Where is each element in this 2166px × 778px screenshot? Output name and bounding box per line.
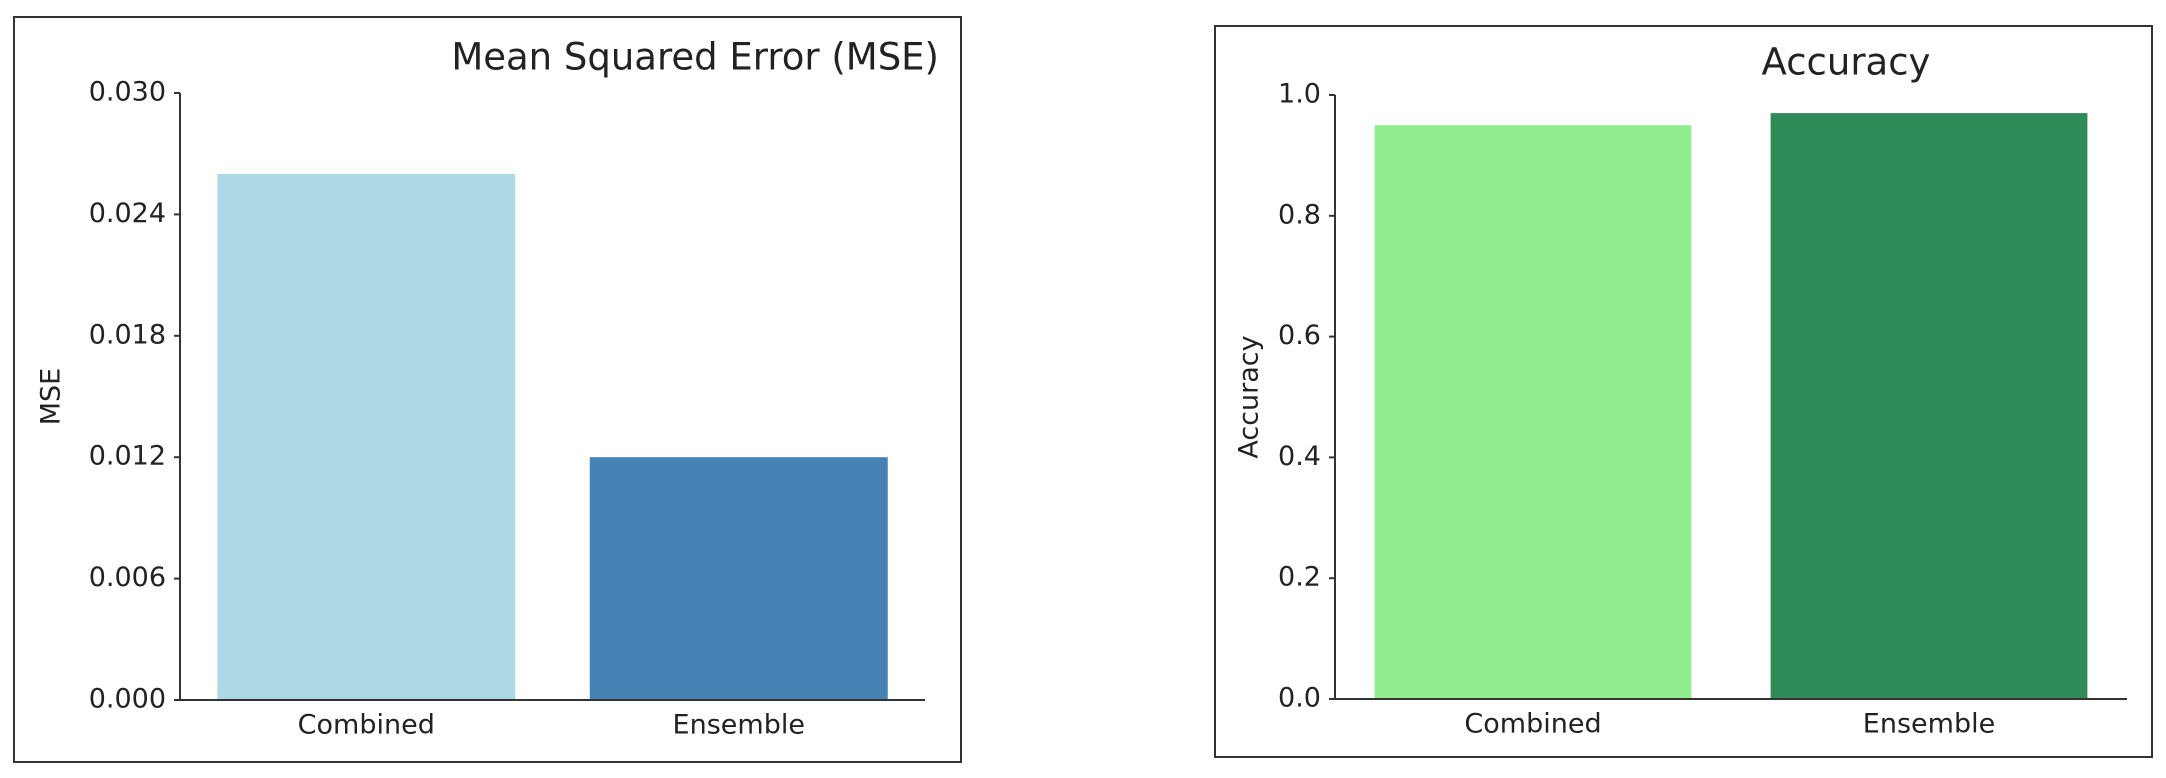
chart-frame	[13, 16, 962, 763]
y-tick-label: 0.024	[89, 198, 166, 229]
chart-title: Mean Squared Error (MSE)	[451, 36, 939, 79]
y-tick-label: 0.012	[89, 441, 166, 472]
y-tick-label: 1.0	[1278, 79, 1321, 110]
y-tick-label: 0.8	[1278, 199, 1321, 230]
y-tick-label: 0.006	[89, 562, 166, 593]
y-axis-label: Accuracy	[1234, 335, 1265, 458]
y-tick-label: 0.030	[89, 77, 166, 108]
y-tick-label: 0.6	[1278, 320, 1321, 351]
x-tick-label: Ensemble	[673, 710, 805, 741]
bar	[1374, 125, 1692, 699]
y-tick-label: 0.018	[89, 319, 166, 350]
chart-title: Accuracy	[1762, 41, 1931, 84]
x-tick-label: Combined	[298, 710, 435, 741]
y-axis-label: MSE	[36, 368, 67, 426]
chart-frame	[1214, 25, 2153, 758]
bar	[217, 173, 516, 700]
x-tick-label: Combined	[1464, 709, 1601, 740]
y-tick-label: 0.000	[89, 684, 166, 715]
y-tick-label: 0.4	[1278, 441, 1321, 472]
y-tick-label: 0.2	[1278, 562, 1321, 593]
bar	[1770, 113, 2088, 700]
x-tick-label: Ensemble	[1863, 709, 1995, 740]
bar	[589, 457, 888, 700]
y-tick-label: 0.0	[1278, 683, 1321, 714]
